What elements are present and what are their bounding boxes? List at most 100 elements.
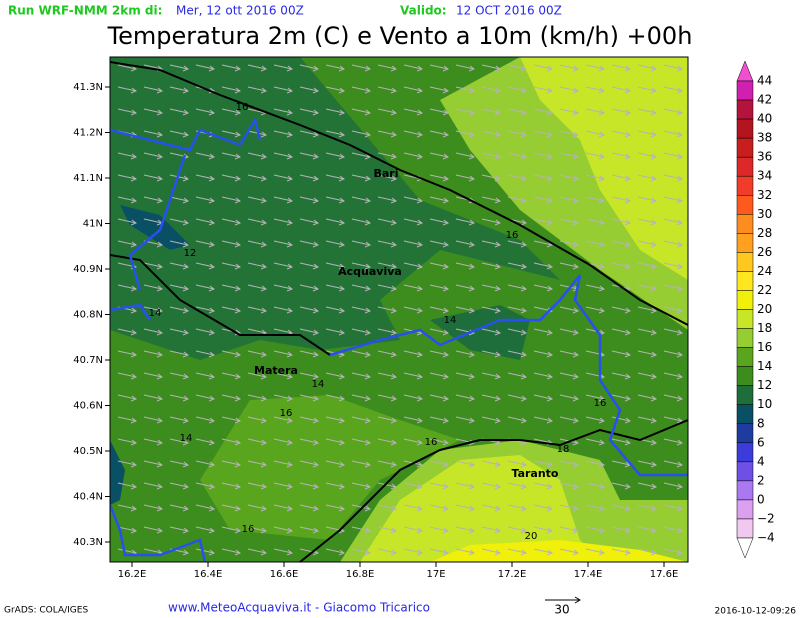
wind-arrow <box>299 460 320 468</box>
place-label: Matera <box>254 364 298 377</box>
title: Temperatura 2m (C) e Vento a 10m (km/h) … <box>107 22 693 50</box>
y-tick-label: 40.6N <box>73 401 103 412</box>
wind-arrow <box>273 306 294 314</box>
places: Bari Acquaviva Matera Taranto <box>254 167 559 480</box>
wind-arrow <box>169 240 190 248</box>
wind-arrow <box>507 108 528 116</box>
wind-arrow <box>195 152 216 160</box>
wind-arrow <box>143 152 164 160</box>
colorbar-label: 28 <box>757 226 772 240</box>
wind-arrow <box>299 416 320 424</box>
colorbar-label: 2 <box>757 473 765 487</box>
wind-arrow <box>221 64 242 72</box>
wind-arrow <box>663 482 684 490</box>
wind-arrow <box>637 372 658 380</box>
wind-arrow <box>559 328 580 336</box>
wind-arrow <box>221 218 242 226</box>
wind-arrow <box>481 240 502 248</box>
wind-arrow <box>611 240 632 248</box>
wind-arrow <box>195 174 216 182</box>
wind-arrow <box>221 196 242 204</box>
wind-arrow <box>247 64 268 72</box>
wind-arrow <box>559 218 580 226</box>
x-tick-label: 17.6E <box>650 569 679 580</box>
wind-arrow <box>429 174 450 182</box>
wind-arrow <box>585 306 606 314</box>
wind-arrow <box>325 504 346 512</box>
x-tick-label: 16.2E <box>118 569 147 580</box>
wind-arrow <box>403 130 424 138</box>
wind-arrow <box>585 504 606 512</box>
wind-arrow <box>611 108 632 116</box>
wind-arrow <box>611 262 632 270</box>
wind-arrow <box>117 350 138 358</box>
wind-arrow <box>351 526 372 534</box>
wind-arrow <box>299 306 320 314</box>
colorbar-box <box>736 175 754 196</box>
wind-arrow <box>507 306 528 314</box>
y-tick-label: 40.9N <box>73 264 103 275</box>
wind-arrow <box>247 284 268 292</box>
wind-arrow <box>143 86 164 94</box>
wind-arrow <box>221 152 242 160</box>
wind-arrow <box>533 218 554 226</box>
wind-arrow <box>273 548 294 556</box>
wind-arrow <box>377 482 398 490</box>
wind-arrow <box>481 284 502 292</box>
wind-arrow <box>429 152 450 160</box>
wind-arrow <box>533 394 554 402</box>
wind-arrow <box>585 152 606 160</box>
colorbar-label: 16 <box>757 340 772 354</box>
wind-arrow <box>117 174 138 182</box>
colorbar-box <box>736 118 754 139</box>
wind-arrow <box>403 64 424 72</box>
wind-arrow <box>611 548 632 556</box>
wind-arrow <box>403 394 424 402</box>
wind-arrow <box>195 306 216 314</box>
wind-arrow <box>533 152 554 160</box>
contour-label: 16 <box>242 524 255 535</box>
place-label: Acquaviva <box>338 265 402 278</box>
wind-arrow <box>663 438 684 446</box>
wind-arrow <box>429 526 450 534</box>
wind-arrow <box>663 394 684 402</box>
wind-arrow <box>611 394 632 402</box>
wind-arrow <box>143 482 164 490</box>
wind-arrow <box>351 306 372 314</box>
wind-arrow <box>169 438 190 446</box>
wind-arrow <box>585 284 606 292</box>
wind-arrow <box>663 152 684 160</box>
wind-arrow <box>611 372 632 380</box>
site-credit: www.MeteoAcquaviva.it - Giacomo Tricaric… <box>168 601 430 615</box>
wind-arrow <box>481 64 502 72</box>
wind-arrow <box>611 218 632 226</box>
wind-arrow <box>377 218 398 226</box>
wind-arrow <box>559 306 580 314</box>
colorbar-box <box>736 404 754 425</box>
wind-arrow <box>273 504 294 512</box>
wind-arrow <box>299 504 320 512</box>
wind-arrow <box>351 262 372 270</box>
wind-arrow <box>351 64 372 72</box>
wind-arrow <box>195 548 216 556</box>
wind-arrow <box>169 328 190 336</box>
wind-arrow <box>429 328 450 336</box>
wind-arrow <box>299 152 320 160</box>
wind-arrow <box>403 438 424 446</box>
wind-arrow <box>507 416 528 424</box>
wind-arrow <box>169 174 190 182</box>
wind-arrow <box>195 438 216 446</box>
wind-arrow <box>143 306 164 314</box>
wind-arrow <box>507 196 528 204</box>
wind-arrow <box>117 460 138 468</box>
wind-arrow <box>351 240 372 248</box>
wind-arrow <box>195 372 216 380</box>
wind-arrow <box>481 174 502 182</box>
colorbar-label: 8 <box>757 416 765 430</box>
wind-arrow <box>221 86 242 94</box>
wind-arrow <box>663 504 684 512</box>
wind-arrow <box>247 504 268 512</box>
wind-arrow <box>377 438 398 446</box>
wind-arrow <box>325 372 346 380</box>
wind-arrow <box>169 284 190 292</box>
